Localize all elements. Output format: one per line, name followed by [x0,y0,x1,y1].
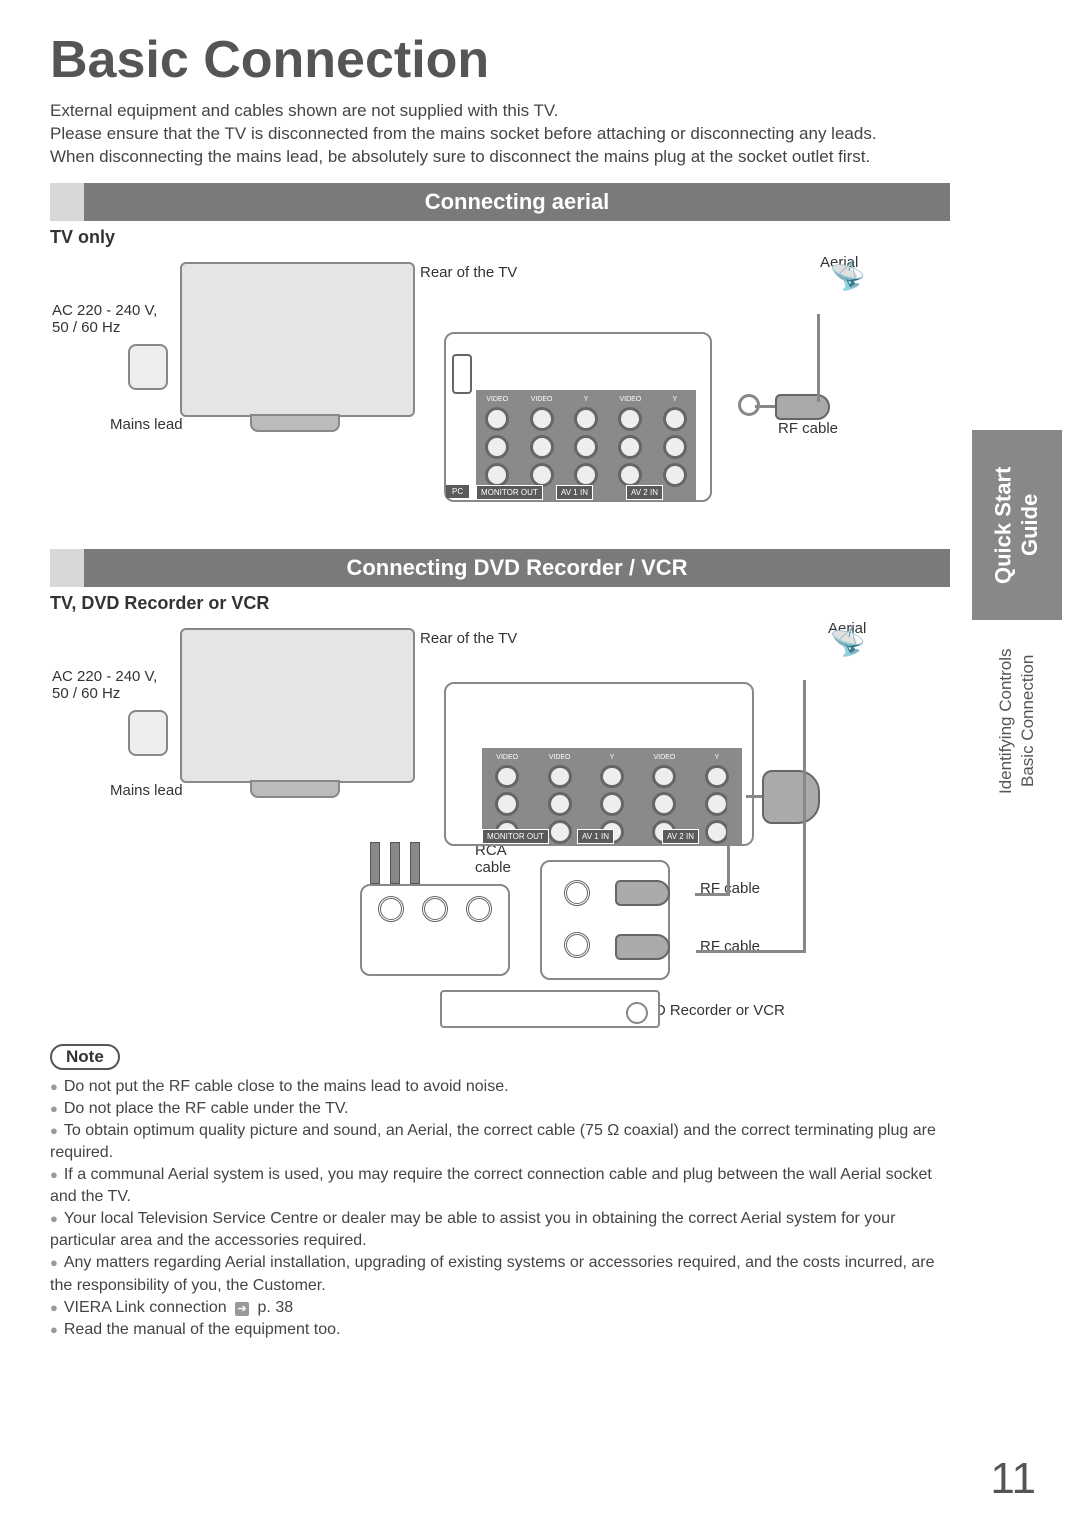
rear-tv-label: Rear of the TV [420,630,517,647]
rear-tv-label: Rear of the TV [420,264,517,281]
rf-plug-icon [775,394,830,420]
tv-stand-icon [250,414,340,432]
cable-line [817,314,820,402]
rf-cable-label: RF cable [778,420,838,437]
power-label: AC 220 - 240 V, 50 / 60 Hz [52,668,157,702]
av-port-group-icon: VIDEO VIDEO Y VIDEO Y MONITOR OUT AV 1 I… [476,390,696,500]
cable-line [727,795,730,895]
note-item: Your local Television Service Centre or … [50,1208,950,1252]
note-item-link: VIERA Link connection ➔ p. 38 [50,1297,950,1319]
rf-plug-icon [615,880,670,906]
intro-line: External equipment and cables shown are … [50,100,950,123]
side-tab-quick-start: Quick Start Guide [972,430,1062,620]
intro-line: Please ensure that the TV is disconnecte… [50,123,950,146]
section-header-dvd: Connecting DVD Recorder / VCR [50,549,950,587]
sub-header-tv-only: TV only [50,227,950,248]
note-item: Any matters regarding Aerial installatio… [50,1252,950,1296]
diagram-dvd: AC 220 - 240 V, 50 / 60 Hz Mains lead Re… [50,620,850,1030]
tv-icon [180,628,415,783]
cable-line [696,950,806,953]
note-heading: Note [50,1044,120,1070]
note-item: Do not place the RF cable under the TV. [50,1098,950,1120]
vga-port-icon [452,354,472,394]
note-item: Read the manual of the equipment too. [50,1319,950,1341]
intro-line: When disconnecting the mains lead, be ab… [50,146,950,169]
note-list: Do not put the RF cable close to the mai… [50,1076,950,1341]
diagram-aerial: AC 220 - 240 V, 50 / 60 Hz Mains lead Re… [50,254,850,519]
rear-panel-icon: VIDEO VIDEO Y VIDEO Y MONITOR OUT AV 1 I… [444,682,754,846]
intro-text: External equipment and cables shown are … [50,100,950,169]
tv-stand-icon [250,780,340,798]
cable-line [746,795,762,798]
note-item: If a communal Aerial system is used, you… [50,1164,950,1208]
rear-panel-icon: PC VIDEO VIDEO Y VIDEO Y MONITOR OUT AV … [444,332,712,502]
pc-port-label: PC [446,485,469,498]
cable-line [695,893,730,896]
page-title: Basic Connection [50,30,950,90]
page-number: 11 [990,1454,1036,1504]
cable-line [755,405,775,408]
tv-icon [180,262,415,417]
mains-plug-icon [128,344,168,390]
rf-plug-icon [615,934,670,960]
power-label: AC 220 - 240 V, 50 / 60 Hz [52,302,157,336]
rca-jack-icon [422,896,448,922]
rca-cable-label: RCA cable [475,842,511,876]
section-header-aerial: Connecting aerial [50,183,950,221]
side-tab-chapters: Identifying Controls Basic Connection [972,626,1062,816]
cable-line [803,680,806,952]
rca-plug-icon [390,842,400,884]
note-item: To obtain optimum quality picture and so… [50,1120,950,1164]
sub-header-dvd: TV, DVD Recorder or VCR [50,593,950,614]
rca-out-box-icon [360,884,510,976]
rf-in-jack-icon [564,932,590,958]
rca-jack-icon [378,896,404,922]
av-port-group-icon: VIDEO VIDEO Y VIDEO Y MONITOR OUT AV 1 I… [482,748,742,844]
mains-lead-label: Mains lead [110,416,183,433]
rca-plug-icon [410,842,420,884]
arrow-icon: ➔ [235,1302,249,1316]
dvd-recorder-icon [440,990,660,1028]
rca-plug-icon [370,842,380,884]
rf-out-jack-icon [564,880,590,906]
mains-plug-icon [128,710,168,756]
rca-jack-icon [466,896,492,922]
note-item: Do not put the RF cable close to the mai… [50,1076,950,1098]
rf-plug-big-icon [762,770,820,824]
rf-io-box-icon [540,860,670,980]
mains-lead-label: Mains lead [110,782,183,799]
